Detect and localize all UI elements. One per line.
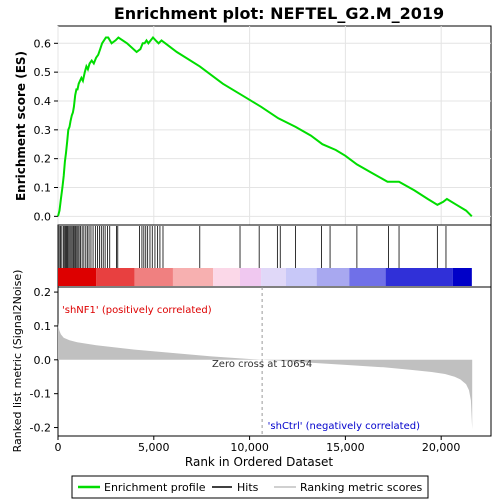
es-y-tick-label: 0.2 (34, 153, 52, 166)
es-y-tick-label: 0.5 (34, 66, 52, 79)
ranked-y-tick-label: 0.0 (34, 354, 52, 367)
ranked-y-tick-label: -0.2 (30, 422, 51, 435)
color-bar-segment (213, 268, 241, 286)
color-bar-segment (240, 268, 262, 286)
x-axis-ticks: 0 5,000 10,000 15,000 20,000 (55, 436, 461, 454)
color-bar-segment (58, 268, 97, 286)
enrichment-profile-line (57, 35, 473, 218)
negative-correlation-label: 'shCtrl' (negatively correlated) (268, 421, 420, 432)
es-y-ticks: 0.0 0.1 0.2 0.3 0.4 0.5 0.6 (34, 37, 58, 223)
color-bar-segment (134, 268, 173, 286)
es-y-tick-label: 0.3 (34, 124, 52, 137)
x-tick-label: 15,000 (326, 441, 365, 454)
es-panel: 0.0 0.1 0.2 0.3 0.4 0.5 0.6 Enrichment score (… (14, 25, 492, 226)
legend: Enrichment profile Hits Ranking metric s… (71, 475, 429, 499)
es-y-tick-label: 0.1 (34, 182, 52, 195)
x-tick-label: 10,000 (230, 441, 269, 454)
legend-box (71, 475, 429, 499)
ranked-y-tick-label: 0.2 (34, 286, 52, 299)
color-bar-segment (349, 268, 386, 286)
es-panel-frame (57, 25, 492, 226)
hits-panel (57, 224, 492, 288)
x-tick-label: 0 (55, 441, 62, 454)
color-bar-segment (172, 268, 214, 286)
es-y-tick-label: 0.6 (34, 37, 52, 50)
ranked-y-ticks: -0.2 -0.1 0.0 0.1 0.2 (30, 286, 58, 435)
x-tick-label: 20,000 (422, 441, 461, 454)
es-y-axis-label: Enrichment score (ES) (14, 51, 28, 201)
color-bar-segment (261, 268, 286, 286)
positive-correlation-label: 'shNF1' (positively correlated) (62, 305, 212, 316)
chart-title: Enrichment plot: NEFTEL_G2.M_2019 (114, 4, 444, 23)
x-tick-label: 5,000 (138, 441, 170, 454)
legend-enrichment-label: Enrichment profile (104, 481, 206, 494)
legend-ranking-label: Ranking metric scores (300, 481, 422, 494)
rank-color-bar (58, 268, 472, 286)
color-bar-segment (96, 268, 135, 286)
ranked-y-tick-label: -0.1 (30, 388, 51, 401)
es-y-tick-label: 0.4 (34, 95, 52, 108)
color-bar-segment (316, 268, 350, 286)
color-bar-segment (385, 268, 453, 286)
ranked-metric-panel: -0.2 -0.1 0.0 0.1 0.2 Zero cross at 10654 's… (11, 270, 492, 453)
es-gridlines (57, 26, 491, 225)
ranked-y-axis-label: Ranked list metric (Signal2Noise) (11, 270, 24, 453)
es-y-tick-label: 0.0 (34, 210, 52, 223)
ranked-panel-frame (57, 286, 492, 437)
legend-hits-label: Hits (237, 481, 259, 494)
color-bar-segment (452, 268, 472, 286)
hit-marks (58, 226, 447, 268)
ranking-metric-area (58, 322, 473, 430)
zero-cross-label: Zero cross at 10654 (212, 359, 312, 370)
color-bar-segment (285, 268, 317, 286)
ranked-y-tick-label: 0.1 (34, 320, 52, 333)
x-axis-label: Rank in Ordered Dataset (185, 455, 333, 469)
